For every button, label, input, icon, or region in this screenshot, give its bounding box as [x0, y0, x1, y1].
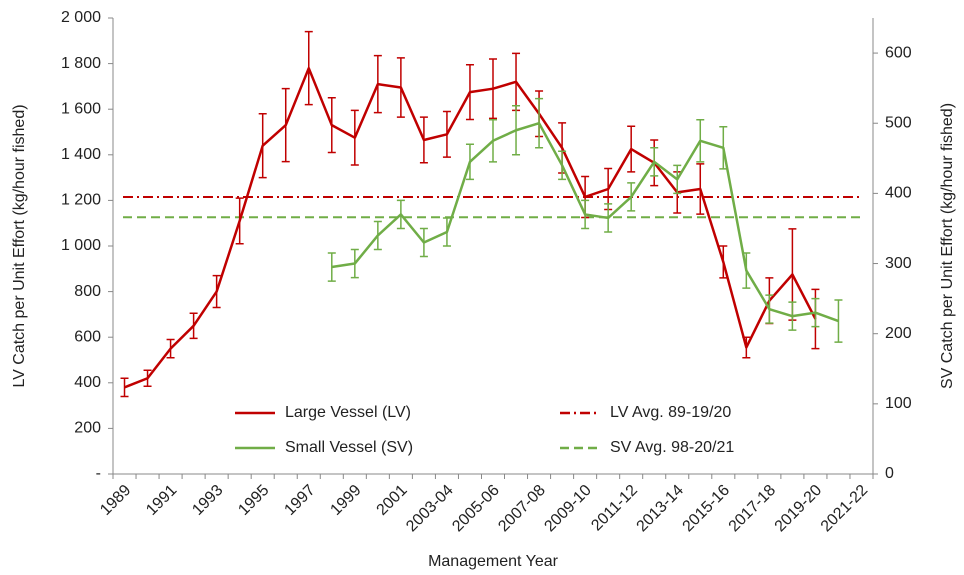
- x-tick-label: 2015-16: [680, 482, 734, 536]
- y-axis-title: LV Catch per Unit Effort (kg/hour fished…: [11, 104, 28, 387]
- y-tick-label: -: [96, 465, 101, 482]
- x-tick-label: 2007-08: [495, 482, 549, 536]
- x-tick-label: 1999: [327, 482, 364, 519]
- y-tick-label: 1 000: [61, 237, 101, 254]
- x-tick-label: 2013-14: [634, 482, 688, 536]
- x-tick-label: 2017-18: [726, 482, 780, 536]
- error-bar: [120, 377, 129, 398]
- legend-label: Small Vessel (SV): [285, 439, 413, 456]
- x-tick-label: 2011-12: [588, 482, 641, 535]
- y2-tick-label: 300: [885, 255, 912, 272]
- y-tick-label: 1 200: [61, 192, 101, 209]
- y-tick-label: 1 800: [61, 55, 101, 72]
- x-tick-label: 2009-10: [541, 482, 595, 536]
- x-tick-label: 1991: [143, 482, 180, 519]
- x-tick-label: 2021-22: [818, 482, 872, 536]
- y2-tick-label: 400: [885, 185, 912, 202]
- series-line: [124, 66, 817, 389]
- y2-tick-label: 500: [885, 114, 912, 131]
- x-tick-label: 1993: [189, 482, 226, 519]
- x-tick-label: 2001: [374, 482, 411, 519]
- y2-axis-title: SV Catch per Unit Effort (kg/hour fished…: [939, 103, 956, 389]
- y-tick-label: 600: [74, 328, 101, 345]
- y-tick-label: 400: [74, 374, 101, 391]
- y2-tick-label: 200: [885, 325, 912, 342]
- y-tick-label: 1 400: [61, 146, 101, 163]
- x-tick-label: 1995: [235, 482, 272, 519]
- legend-label: Large Vessel (LV): [285, 404, 411, 421]
- y-tick-label: 800: [74, 283, 101, 300]
- y-tick-label: 1 600: [61, 100, 101, 117]
- x-tick-label: 1989: [97, 482, 134, 519]
- x-axis-title: Management Year: [428, 553, 559, 570]
- y2-tick-label: 0: [885, 465, 894, 482]
- error-bar: [834, 299, 843, 343]
- y2-tick-label: 600: [885, 44, 912, 61]
- x-tick-label: 1997: [281, 482, 318, 519]
- legend-label: SV Avg. 98-20/21: [610, 439, 734, 456]
- legend-label: LV Avg. 89-19/20: [610, 404, 731, 421]
- y2-tick-label: 100: [885, 395, 912, 412]
- y-tick-label: 2 000: [61, 9, 101, 26]
- series-line: [331, 121, 839, 323]
- x-tick-label: 2005-06: [449, 482, 503, 536]
- x-tick-label: 2019-20: [772, 482, 826, 536]
- x-tick-label: 2003-04: [403, 482, 457, 536]
- y-tick-label: 200: [74, 420, 101, 437]
